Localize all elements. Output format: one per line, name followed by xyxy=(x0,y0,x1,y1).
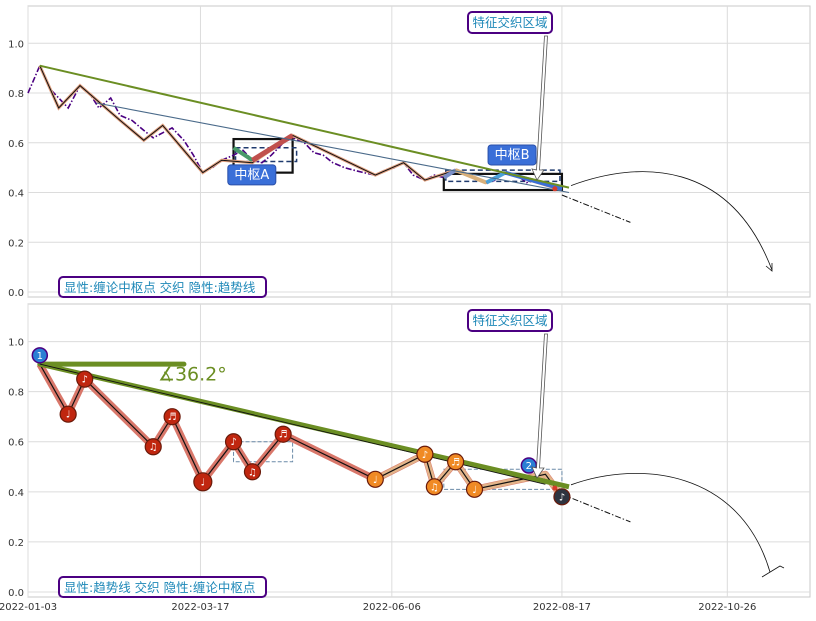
y-tick-label: 0.6 xyxy=(8,139,24,150)
note-marker xyxy=(366,470,384,488)
trend-number-marker xyxy=(31,347,49,364)
y-tick-label: 1.0 xyxy=(8,338,24,349)
note-marker xyxy=(76,370,94,388)
angle-label: ∡36.2° xyxy=(158,363,227,385)
note-marker xyxy=(274,425,292,443)
zhongshu-stroke-violet xyxy=(442,168,457,180)
annotation-box xyxy=(467,11,553,34)
x-tick-label: 2022-03-17 xyxy=(171,602,229,613)
note-marker-glyph: ♬ xyxy=(279,430,288,441)
trend-main-line xyxy=(39,361,570,490)
zhongshu-inner-b xyxy=(445,169,561,183)
x-tick-label: 2022-08-17 xyxy=(533,602,591,613)
trend-main-line xyxy=(39,64,570,189)
x-tick-label: 2022-10-26 xyxy=(698,602,756,613)
legend-text: 显性:缠论中枢点 交织 隐性:趋势线 xyxy=(64,280,256,295)
note-marker-glyph: ♬ xyxy=(451,457,460,468)
note-marker-glyph: ♪ xyxy=(422,450,428,461)
note-marker-glyph: ♩ xyxy=(472,485,477,496)
note-marker-glyph: ♩ xyxy=(200,477,205,488)
legend-box xyxy=(58,276,267,298)
note-marker-glyph: ♬ xyxy=(168,412,177,423)
y-tick-label: 0.4 xyxy=(8,488,24,499)
end-marker xyxy=(552,485,558,491)
y-tick-label: 1.0 xyxy=(8,39,24,50)
trend-number-label: 2 xyxy=(526,461,532,472)
curve-arrow xyxy=(570,473,771,573)
note-marker xyxy=(416,445,434,463)
note-marker xyxy=(425,478,443,496)
zhongshu-label-box xyxy=(227,164,277,186)
y-tick-label: 0.8 xyxy=(8,388,24,399)
bi-series-line xyxy=(39,363,563,498)
note-marker-glyph: ♫ xyxy=(430,482,439,493)
y-tick-label: 0.0 xyxy=(8,588,24,599)
note-marker xyxy=(59,405,77,423)
y-tick-label: 0.0 xyxy=(8,288,24,299)
annotation-arrow xyxy=(531,35,548,181)
zhongshu-stroke-green xyxy=(232,146,254,162)
curve-arrow-head xyxy=(765,263,773,272)
note-marker xyxy=(163,408,181,426)
zhongshu-stroke-red xyxy=(251,133,294,163)
y-tick-label: 0.2 xyxy=(8,538,24,549)
legend-box xyxy=(58,576,267,598)
trend-number-label: 1 xyxy=(37,351,43,362)
projection-line xyxy=(561,194,631,223)
note-marker xyxy=(447,453,465,471)
zhongshu-label: 中枢A xyxy=(234,168,269,183)
note-marker xyxy=(553,488,571,506)
zhongshu-stroke-lightblue xyxy=(485,170,507,185)
note-marker xyxy=(465,480,484,498)
annotation-text: 特征交织区域 xyxy=(472,313,547,328)
projection-line xyxy=(561,493,631,523)
note-marker-glyph: ♫ xyxy=(149,442,158,453)
zhongshu-inner-a xyxy=(234,147,298,163)
note-marker-glyph: ♪ xyxy=(559,492,565,503)
note-marker xyxy=(243,463,262,481)
zhongshu-label: 中枢B xyxy=(495,148,530,163)
y-tick-label: 0.2 xyxy=(8,238,24,249)
bottom-panel: 0.0 0.2 0.4 0.6 0.8 1.0 2022-01-03 2022-03-17 20… xyxy=(0,303,811,613)
note-marker xyxy=(193,472,213,492)
note-marker-glyph: ♩ xyxy=(66,410,71,421)
note-marker-glyph: ♩ xyxy=(373,475,378,486)
x-tick-label: 2022-01-03 xyxy=(0,602,57,613)
trend-secondary-line xyxy=(96,102,570,194)
end-marker xyxy=(552,186,558,192)
legend-text: 显性:趋势线 交织 隐性:缠论中枢点 xyxy=(64,580,255,595)
note-marker xyxy=(224,433,243,451)
y-tick-label: 0.4 xyxy=(8,189,24,200)
note-marker-glyph: ♪ xyxy=(82,375,88,386)
note-marker-glyph: ♪ xyxy=(230,437,236,448)
y-tick-label: 0.6 xyxy=(8,438,24,449)
note-marker xyxy=(144,438,162,456)
y-tick-label: 0.8 xyxy=(8,89,24,100)
annotation-arrow xyxy=(531,333,548,479)
x-tick-label: 2022-06-06 xyxy=(363,602,421,613)
annotation-text: 特征交织区域 xyxy=(472,15,547,30)
note-marker-glyph: ♫ xyxy=(248,467,257,478)
curve-arrow-end xyxy=(761,565,785,578)
zhongshu-label-box xyxy=(487,144,537,166)
annotation-box xyxy=(467,309,553,332)
plot-frame xyxy=(27,5,811,298)
curve-arrow xyxy=(570,171,773,271)
